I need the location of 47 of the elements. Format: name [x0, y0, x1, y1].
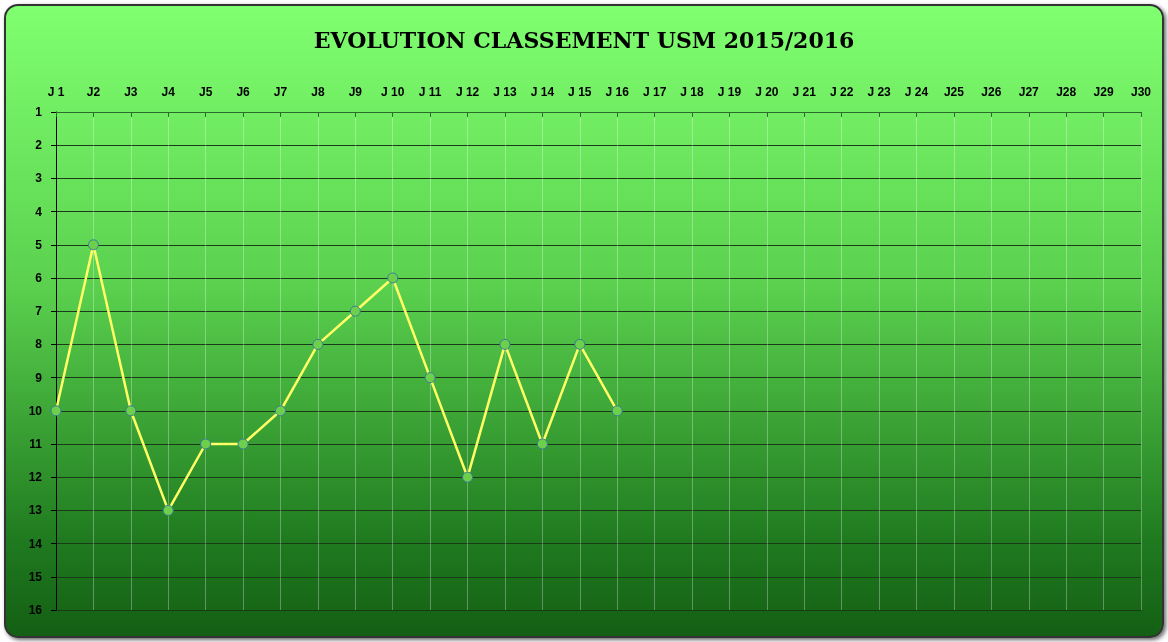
x-tick-label: J27 — [1018, 85, 1040, 99]
x-tick-label: J 1 — [47, 85, 65, 99]
y-tick-label: 9 — [35, 370, 43, 385]
y-tick-label: 15 — [28, 569, 43, 584]
y-tick-label: 13 — [28, 503, 43, 518]
x-tick-label: J 24 — [904, 85, 929, 99]
y-tick-label: 5 — [35, 237, 43, 252]
y-tick-label: 4 — [35, 204, 43, 219]
y-tick-label: 11 — [29, 437, 43, 451]
y-tick-label: 3 — [35, 171, 43, 186]
x-tick-label: J4 — [161, 85, 176, 99]
x-tick-label: J 20 — [755, 85, 779, 99]
x-tick-label: J8 — [311, 85, 325, 99]
x-tick-label: J29 — [1093, 85, 1114, 99]
y-tick-label: 2 — [35, 138, 43, 153]
x-tick-label: J28 — [1056, 85, 1077, 99]
x-tick-label: J 17 — [642, 85, 667, 99]
x-tick-label: J 16 — [605, 85, 630, 99]
y-tick-label: 10 — [28, 403, 43, 418]
x-tick-label: J30 — [1130, 85, 1152, 99]
y-tick-label: 6 — [35, 271, 43, 285]
x-tick-label: J9 — [348, 85, 363, 99]
x-tick-label: J 21 — [792, 85, 817, 99]
x-tick-label: J 19 — [717, 85, 742, 99]
x-tick-label: J25 — [943, 85, 965, 99]
x-tick-label: J26 — [981, 85, 1002, 99]
x-tick-label: J7 — [273, 85, 288, 99]
x-tick-label: J2 — [86, 85, 101, 99]
x-tick-label: J 10 — [381, 85, 405, 99]
y-tick-label: 7 — [35, 304, 43, 319]
x-tick-label: J 22 — [830, 85, 854, 99]
x-tick-label: J 12 — [455, 85, 480, 99]
x-tick-label: J 23 — [867, 85, 892, 99]
y-tick-label: 16 — [28, 603, 43, 617]
y-tick-label: 12 — [28, 470, 43, 485]
x-tick-label: J 15 — [568, 85, 592, 99]
x-tick-label: J 11 — [418, 85, 442, 99]
x-tick-label: J3 — [124, 85, 138, 99]
y-tick-label: 1 — [35, 105, 43, 119]
y-tick-label: 8 — [35, 337, 43, 352]
chart-title: EVOLUTION CLASSEMENT USM 2015/2016 — [313, 27, 855, 53]
x-tick-label: J5 — [198, 85, 213, 99]
x-tick-label: J6 — [236, 85, 251, 99]
x-tick-label: J 13 — [493, 85, 517, 99]
x-tick-label: J 14 — [530, 85, 555, 99]
x-tick-label: J 18 — [680, 85, 705, 99]
y-tick-label: 14 — [28, 536, 43, 551]
